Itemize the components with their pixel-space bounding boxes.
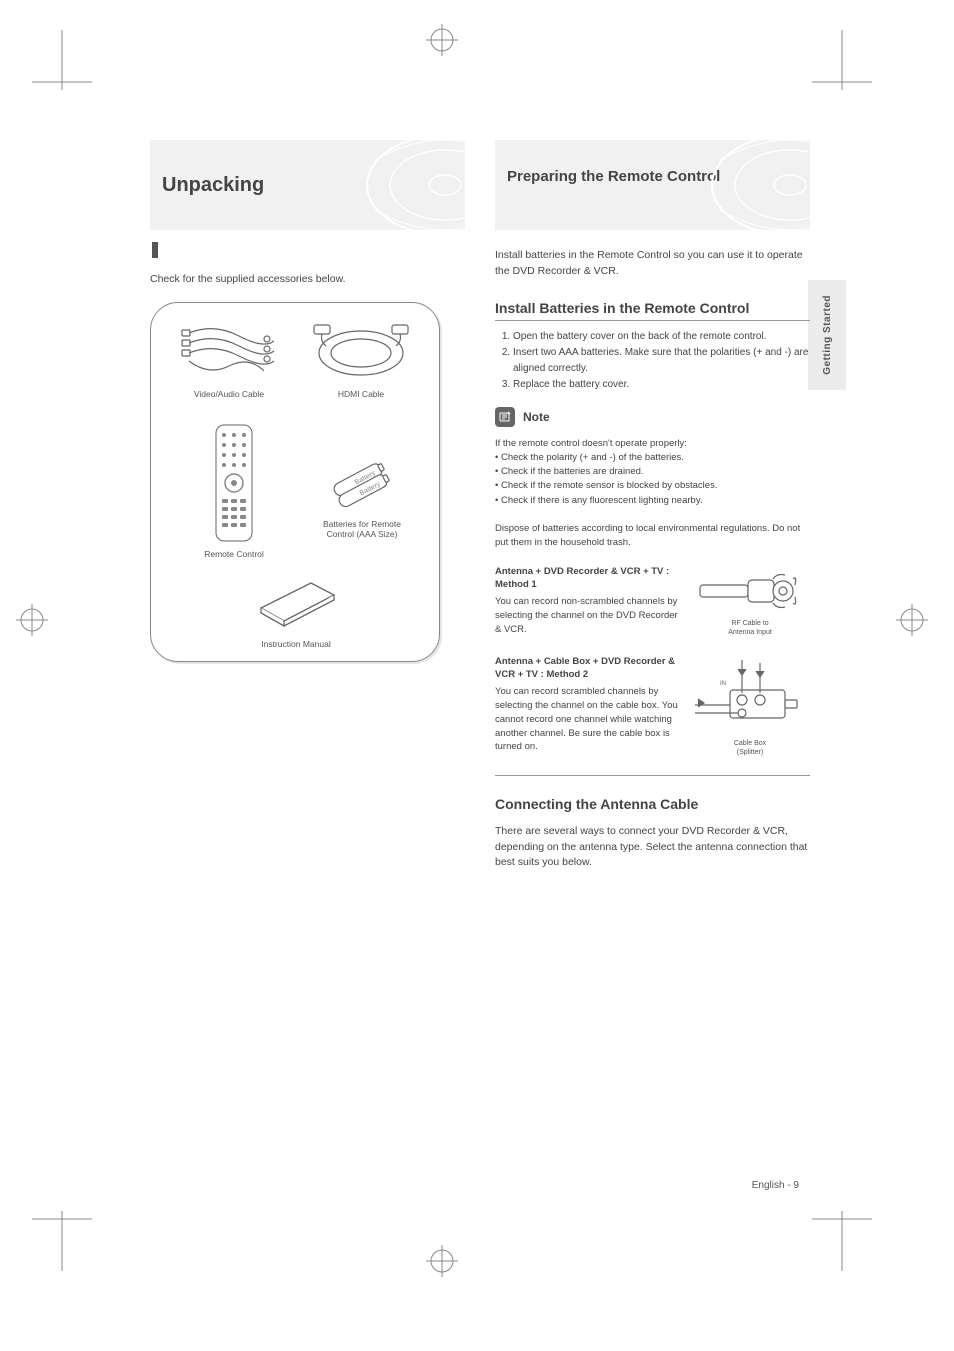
figure-caption: Cable Box (Splitter) <box>734 739 766 757</box>
accessory-hdmi-cable: HDMI Cable <box>301 321 421 400</box>
accessory-batteries: Battery Battery Batteries for Remote Con… <box>307 458 417 540</box>
right-column: Preparing the Remote Control Install bat… <box>495 140 810 885</box>
accessories-box: Video/Audio Cable HDMI Cable <box>150 302 440 662</box>
left-column: Unpacking Check for the supplied accesso… <box>150 140 465 885</box>
step-item: Replace the battery cover. <box>513 377 810 393</box>
section-header-remote: Preparing the Remote Control <box>495 140 810 230</box>
page-body: Unpacking Check for the supplied accesso… <box>150 140 810 885</box>
remote-intro: Install batteries in the Remote Control … <box>495 248 810 280</box>
figure-caption: RF Cable to Antenna Input <box>728 619 772 637</box>
subheading-antenna: Connecting the Antenna Cable <box>495 796 810 816</box>
antenna-method-1: Antenna + DVD Recorder & VCR + TV : Meth… <box>495 565 810 637</box>
step-item: Insert two AAA batteries. Make sure that… <box>513 345 810 377</box>
connector-icon <box>695 565 805 615</box>
side-tab: Getting Started <box>808 280 846 390</box>
svg-text:IN: IN <box>720 681 726 687</box>
registration-mark-right <box>892 600 932 640</box>
accessory-label: Batteries for Remote Control (AAA Size) <box>307 519 417 540</box>
accessory-manual: Instruction Manual <box>241 563 351 650</box>
hdmi-cable-icon <box>306 321 416 383</box>
av-cable-icon <box>174 321 284 383</box>
method-text: Antenna + DVD Recorder & VCR + TV : Meth… <box>495 565 680 637</box>
antenna-method-2: Antenna + Cable Box + DVD Recorder & VCR… <box>495 655 810 757</box>
accessory-av-cable: Video/Audio Cable <box>169 321 289 400</box>
method-title: Antenna + Cable Box + DVD Recorder & VCR… <box>495 655 680 683</box>
registration-mark-bottom <box>422 1241 462 1281</box>
method-figure: RF Cable to Antenna Input <box>690 565 810 637</box>
accessory-label: Instruction Manual <box>241 639 351 650</box>
step-item: Open the battery cover on the back of th… <box>513 329 810 345</box>
disc-art-icon <box>355 140 465 230</box>
accessory-label: Remote Control <box>189 549 279 560</box>
accessory-label: HDMI Cable <box>301 389 421 400</box>
crop-mark-bottom-left <box>32 1191 92 1271</box>
method-body: You can record non-scrambled channels by… <box>495 595 680 636</box>
method-figure: IN Cable Box (Splitter) <box>690 655 810 757</box>
method-title: Antenna + DVD Recorder & VCR + TV : Meth… <box>495 565 680 593</box>
splitter-icon: IN <box>690 655 810 735</box>
accessory-label: Video/Audio Cable <box>169 389 289 400</box>
unpacking-intro: Check for the supplied accessories below… <box>150 272 465 288</box>
note-icon <box>495 407 515 427</box>
accessory-remote: Remote Control <box>189 423 279 560</box>
page-number: English - 9 <box>752 1180 799 1191</box>
batteries-icon: Battery Battery <box>317 458 407 513</box>
method-text: Antenna + Cable Box + DVD Recorder & VCR… <box>495 655 680 757</box>
method-body: You can record scrambled channels by sel… <box>495 685 680 754</box>
crop-mark-top-right <box>812 30 872 110</box>
section-title: Unpacking <box>162 174 264 197</box>
note-block: Note <box>495 407 810 427</box>
remote-icon <box>204 423 264 543</box>
registration-mark-top <box>422 20 462 60</box>
battery-steps: Open the battery cover on the back of th… <box>495 329 810 393</box>
manual-icon <box>246 563 346 633</box>
disc-art-icon <box>700 140 810 230</box>
registration-mark-left <box>12 600 52 640</box>
section-title: Preparing the Remote Control <box>507 168 720 187</box>
side-tab-label: Getting Started <box>821 295 834 375</box>
note-text: If the remote control doesn't operate pr… <box>495 437 810 551</box>
note-label: Note <box>523 410 550 424</box>
antenna-intro: There are several ways to connect your D… <box>495 824 810 871</box>
crop-mark-top-left <box>32 30 92 110</box>
crop-mark-bottom-right <box>812 1191 872 1271</box>
divider <box>495 775 810 776</box>
subheading-install-batteries: Install Batteries in the Remote Control <box>495 300 810 321</box>
section-header-unpacking: Unpacking <box>150 140 465 230</box>
section-tick <box>152 242 158 258</box>
